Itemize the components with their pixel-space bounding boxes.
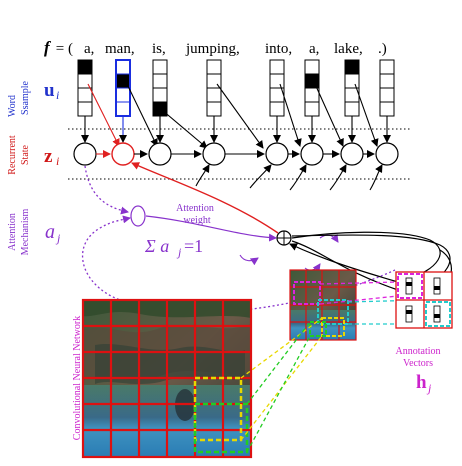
state-node xyxy=(265,142,289,166)
annotation-symbol: h xyxy=(416,372,427,393)
word-vector xyxy=(269,59,285,117)
word-sample-label-line1: Word xyxy=(7,95,18,117)
attention-weight-line2: weight xyxy=(183,215,210,226)
caption-word: a, xyxy=(84,41,94,57)
feature-region-yellow xyxy=(321,317,345,337)
word-vectors xyxy=(77,59,395,117)
word-vector xyxy=(206,59,222,117)
recurrent-state-symbol: z xyxy=(44,146,53,167)
attention-weight-node xyxy=(130,205,146,227)
sum-constraint-rest: =1 xyxy=(184,236,203,256)
attention-symbol: a xyxy=(45,221,55,243)
sum-constraint-sigma: Σ a xyxy=(144,236,169,256)
recurrent-state-subscript: i xyxy=(56,154,59,168)
recurrent-state-label-line2: State xyxy=(20,144,31,165)
caption-sentence: f = ( a, man, is, jumping, into, a, lake… xyxy=(44,38,387,57)
word-vector-highlighted xyxy=(115,59,131,117)
state-to-attention-dotted xyxy=(84,165,129,215)
annotation-label-line1: Annotation xyxy=(396,346,441,357)
feature-map xyxy=(289,269,357,341)
state-node xyxy=(73,142,97,166)
sum-constraint-subscript: j xyxy=(176,245,182,259)
caption-word: man, xyxy=(105,41,135,57)
attention-weight-line1: Attention xyxy=(176,203,214,214)
word-sample-label-line2: Ssample xyxy=(20,80,31,114)
state-node xyxy=(300,142,324,166)
label-recurrent-state: Recurrent State z i xyxy=(7,135,59,175)
caption-word: jumping, xyxy=(185,41,240,57)
caption-f-symbol: f xyxy=(44,38,52,57)
feature-region-cyan xyxy=(317,299,349,325)
feature-region-magenta xyxy=(293,281,321,305)
annotation-label-line2: Vectors xyxy=(403,358,433,369)
annotation-cell-cyan xyxy=(425,301,451,327)
attention-subscript: j xyxy=(55,231,61,245)
annotation-cell-magenta xyxy=(397,273,423,299)
attention-to-sum xyxy=(145,215,277,242)
caption-word: .) xyxy=(378,41,387,57)
label-attention: Attention Mechanism a j xyxy=(7,208,61,255)
region-green xyxy=(193,402,249,454)
state-node xyxy=(375,142,399,166)
context-arrows xyxy=(195,164,383,191)
word-vector xyxy=(77,59,93,117)
recurrent-state-label-line1: Recurrent xyxy=(7,135,18,175)
context-to-state-red xyxy=(131,162,279,234)
word-sample-symbol: u xyxy=(44,80,55,101)
caption-word: is, xyxy=(152,41,166,57)
annotation-vectors xyxy=(395,271,453,329)
state-node xyxy=(148,142,172,166)
annotation-subscript: j xyxy=(426,381,432,395)
region-mapping-lines xyxy=(240,281,425,453)
caption-equals: = ( xyxy=(52,41,73,57)
state-node xyxy=(202,142,226,166)
state-node xyxy=(340,142,364,166)
word-vector xyxy=(379,59,395,117)
label-word-sample: Word Ssample u i xyxy=(7,80,59,117)
word-vector xyxy=(304,59,320,117)
attention-label-line1: Attention xyxy=(7,213,18,251)
caption-word: a, xyxy=(309,41,319,57)
caption-word: lake, xyxy=(334,41,363,57)
word-to-state-arrows xyxy=(81,83,391,149)
state-node-active xyxy=(111,142,135,166)
feature-region-green xyxy=(309,321,327,337)
word-vector xyxy=(152,59,168,117)
caption-word: into, xyxy=(265,41,292,57)
word-sample-subscript: i xyxy=(56,88,59,102)
attention-label-line2: Mechanism xyxy=(20,208,31,255)
word-vector xyxy=(344,59,360,117)
cnn-label: Convolutional Neural Network xyxy=(72,316,83,440)
